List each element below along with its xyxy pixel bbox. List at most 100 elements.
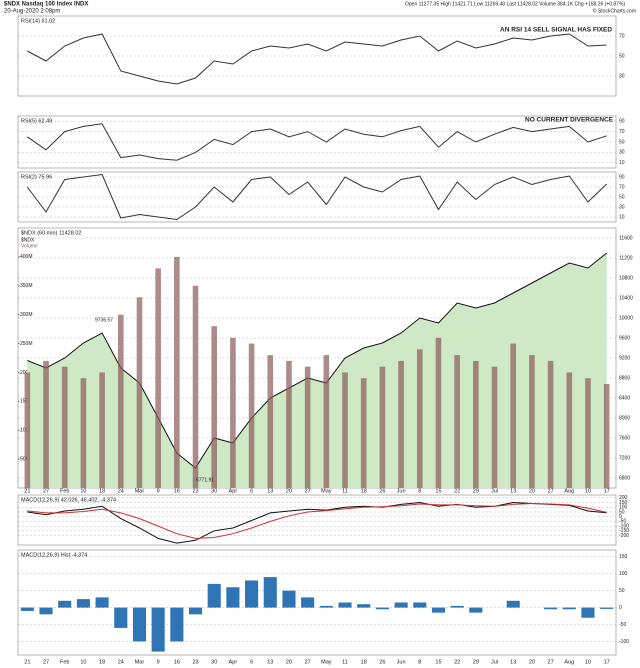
volume-bar: [603, 384, 610, 488]
y-tick-label: 0: [619, 605, 622, 611]
panel-frame: [17, 115, 617, 169]
y-tick-label: -50: [619, 622, 626, 628]
x-tick-label: 17: [604, 659, 610, 665]
x-tick-label: 24: [118, 488, 124, 494]
panel-frame: [17, 494, 617, 546]
x-tick-label: 20: [529, 488, 535, 494]
volume-bar: [24, 372, 31, 488]
x-tick-label: 10: [585, 659, 591, 665]
volume-bar: [304, 366, 311, 488]
hist-bar: [282, 590, 296, 608]
x-tick-label: 20: [529, 659, 535, 665]
y2-tick-label: 300M: [20, 312, 33, 318]
hist-bar: [245, 580, 259, 608]
y2-tick-label: 250M: [20, 341, 33, 347]
x-tick-label: 27: [43, 659, 49, 665]
hist-bar: [20, 607, 34, 611]
x-tick-label: 26: [379, 488, 385, 494]
x-tick-label: 10: [80, 659, 86, 665]
x-tick-label: 10: [80, 488, 86, 494]
x-tick-label: 27: [43, 488, 49, 494]
hist-bar: [95, 597, 109, 608]
x-tick-label: 9: [157, 488, 160, 494]
x-tick-label: 23: [192, 659, 198, 665]
hist-bar: [207, 583, 221, 608]
volume-bar: [566, 372, 573, 488]
x-tick-label: 21: [24, 488, 30, 494]
x-tick-label: 22: [454, 659, 460, 665]
hist-bar: [151, 607, 165, 652]
y-tick-label: 100: [619, 571, 628, 577]
legend-entry: Volume: [21, 243, 38, 249]
y-tick-label: 50: [619, 139, 625, 145]
x-tick-label: 27: [305, 488, 311, 494]
x-tick-label: Jul: [491, 659, 498, 665]
x-tick-label: 29: [473, 659, 479, 665]
x-tick-label: Jul: [491, 488, 498, 494]
y-tick-label: 10000: [619, 315, 633, 321]
x-tick-label: 29: [473, 488, 479, 494]
panel-title: MACD(12,26,9) Hist -4.374: [21, 552, 87, 558]
x-tick-label: 10: [585, 488, 591, 494]
x-tick-label: 27: [305, 659, 311, 665]
volume-bar: [585, 378, 591, 488]
x-tick-label: 15: [435, 659, 441, 665]
hist-bar: [375, 607, 389, 610]
x-tick-label: 17: [604, 488, 610, 494]
y2-tick-label: 350M: [20, 283, 33, 289]
y-tick-label: 10800: [619, 275, 633, 281]
y-tick-label: 50: [619, 53, 625, 59]
x-tick-label: Feb: [60, 488, 69, 494]
y-tick-label: -200: [619, 533, 629, 539]
volume-bar: [435, 337, 442, 488]
hist-bar: [76, 599, 90, 608]
x-tick-label: Mar: [135, 488, 145, 494]
volume-bar: [80, 378, 87, 488]
y-tick-label: 30: [619, 204, 625, 210]
hist-bar: [562, 607, 576, 610]
hist-bar: [600, 607, 614, 609]
volume-bar: [174, 256, 180, 488]
x-tick-label: Aug: [564, 488, 574, 494]
x-tick-label: 16: [174, 659, 180, 665]
series-line: [27, 123, 607, 161]
panel-title: RSI(5) 62.49: [21, 118, 52, 124]
x-tick-label: 13: [267, 488, 273, 494]
hist-bar: [319, 605, 333, 608]
y-tick-label: -150: [619, 528, 629, 534]
series-line: [27, 501, 607, 544]
volume-bar: [248, 343, 255, 488]
hist-bar: [469, 607, 483, 613]
hist-bar: [506, 600, 520, 608]
volume-bar: [454, 355, 460, 488]
x-tick-label: 9: [157, 659, 160, 665]
y-tick-label: 7600: [619, 435, 630, 441]
volume-bar: [117, 314, 124, 488]
x-tick-label: Mar: [135, 659, 145, 665]
y-tick-label: 10400: [619, 295, 633, 301]
volume-bar: [323, 355, 330, 488]
volume-bar: [342, 372, 348, 488]
x-tick-label: 27: [548, 488, 554, 494]
x-tick-label: 6: [250, 488, 253, 494]
x-tick-label: 18: [99, 659, 105, 665]
x-tick-label: Aug: [564, 659, 574, 665]
x-tick-label: 11: [342, 488, 348, 494]
annotation: 9736.57: [95, 317, 113, 323]
x-tick-label: 18: [361, 659, 367, 665]
x-tick-label: 18: [361, 488, 367, 494]
y2-tick-label: 400M: [20, 254, 33, 260]
x-tick-label: 20: [286, 488, 292, 494]
y-tick-label: 8400: [619, 395, 630, 401]
y-tick-label: 11600: [619, 235, 633, 241]
source: © StockCharts.com: [593, 7, 636, 14]
volume-bar: [267, 355, 274, 488]
series-line: [27, 502, 607, 539]
series-line: [26, 173, 608, 221]
volume-bar: [529, 355, 535, 488]
volume-bar: [155, 268, 161, 488]
hist-bar: [301, 597, 315, 608]
x-tick-label: 23: [192, 488, 198, 494]
x-tick-label: 13: [267, 659, 273, 665]
x-tick-label: 16: [174, 488, 180, 494]
